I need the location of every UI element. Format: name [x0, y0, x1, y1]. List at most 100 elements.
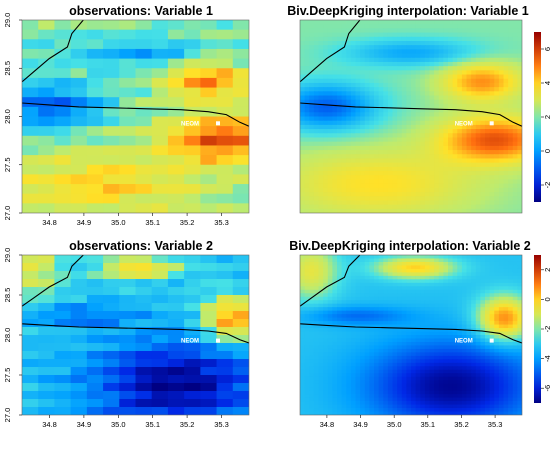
heatmap-cell [457, 141, 463, 147]
heatmap-cell [337, 258, 343, 263]
heatmap-cell [38, 327, 56, 336]
heatmap-cell [355, 289, 361, 294]
heatmap-cell [411, 300, 417, 305]
heatmap-cell [438, 28, 444, 34]
heatmap-cell [438, 82, 444, 88]
heatmap-cell [327, 166, 333, 172]
heatmap-cell [346, 383, 352, 388]
heatmap-cell [480, 314, 486, 319]
heatmap-cell [429, 321, 435, 326]
heatmap-cell [485, 272, 491, 277]
heatmap-cell [471, 352, 477, 357]
heatmap-cell [392, 369, 398, 374]
heatmap-cell [457, 28, 463, 34]
heatmap-cell [350, 331, 357, 336]
heatmap-cell [327, 373, 333, 378]
heatmap-cell [438, 49, 444, 55]
heatmap-cell [415, 36, 421, 42]
heatmap-cell [494, 369, 500, 374]
heatmap-cell [369, 345, 375, 350]
heatmap-cell [466, 87, 472, 92]
heatmap-cell [443, 289, 449, 294]
heatmap-cell [411, 108, 417, 113]
heatmap-cell [332, 192, 338, 197]
heatmap-cell [54, 407, 72, 415]
heatmap-cell [387, 369, 394, 374]
heatmap-cell [494, 275, 500, 280]
heatmap-cell [327, 183, 333, 189]
heatmap-cell [327, 196, 333, 202]
heatmap-cell [318, 404, 324, 409]
heatmap-cell [360, 61, 366, 67]
heatmap-cell [480, 137, 486, 143]
heatmap-cell [300, 200, 306, 206]
heatmap-cell [70, 174, 88, 185]
heatmap-cell [119, 255, 137, 264]
heatmap-cell [471, 24, 477, 29]
heatmap-cell [332, 268, 338, 273]
heatmap-cell [448, 404, 454, 409]
heatmap-cell [374, 394, 380, 399]
heatmap-cell [494, 362, 500, 367]
heatmap-cell [346, 307, 352, 312]
heatmap-cell [517, 179, 522, 185]
heatmap-cell [392, 70, 398, 76]
heatmap-cell [420, 255, 426, 260]
heatmap-cell [503, 53, 509, 59]
heatmap-cell [438, 362, 444, 367]
heatmap-cell [374, 87, 380, 92]
heatmap-cell [466, 24, 472, 29]
heatmap-cell [503, 359, 509, 364]
heatmap-cell [512, 359, 518, 364]
heatmap-cell [383, 303, 389, 308]
heatmap-cell [411, 348, 417, 353]
heatmap-cell [512, 183, 518, 189]
heatmap-cell [457, 133, 463, 139]
heatmap-cell [508, 70, 514, 76]
heatmap-cell [360, 380, 366, 385]
heatmap-cell [216, 97, 234, 108]
heatmap-cell [86, 20, 104, 31]
heatmap-cell [355, 362, 361, 367]
heatmap-cell [475, 154, 481, 160]
heatmap-cell [415, 394, 421, 399]
heatmap-cell [448, 137, 454, 143]
heatmap-cell [401, 397, 407, 402]
heatmap-cell [383, 129, 389, 134]
heatmap-cell [151, 351, 169, 360]
heatmap-cell [503, 208, 509, 213]
heatmap-cell [323, 265, 329, 270]
heatmap-cell [346, 261, 352, 267]
heatmap-cell [494, 20, 500, 25]
heatmap-cell [332, 166, 338, 172]
heatmap-cell [448, 53, 454, 59]
heatmap-cell [341, 390, 347, 395]
heatmap-cell [341, 345, 347, 350]
heatmap-cell [508, 307, 514, 312]
heatmap-cell [119, 327, 137, 336]
heatmap-cell [184, 311, 201, 320]
heatmap-cell [313, 279, 320, 284]
heatmap-cell [480, 335, 486, 340]
heatmap-cell [369, 158, 375, 164]
heatmap-cell [167, 263, 185, 272]
heatmap-cell [457, 61, 463, 67]
heatmap-cell [313, 314, 320, 319]
heatmap-cell [448, 261, 454, 267]
heatmap-cell [461, 397, 468, 402]
heatmap-cell [429, 387, 435, 392]
heatmap-cell [452, 91, 458, 97]
heatmap-cell [323, 331, 329, 336]
heatmap-cell [374, 258, 380, 263]
heatmap-cell [401, 187, 407, 193]
heatmap-cell [360, 289, 366, 294]
heatmap-cell [383, 321, 389, 326]
heatmap-cell [337, 99, 343, 105]
heatmap-cell [424, 196, 431, 202]
heatmap-cell [392, 404, 398, 409]
heatmap-cell [378, 272, 384, 277]
heatmap-cell [300, 204, 306, 210]
heatmap-cell [452, 366, 458, 371]
heatmap-cell [300, 120, 306, 126]
heatmap-cell [216, 287, 234, 296]
